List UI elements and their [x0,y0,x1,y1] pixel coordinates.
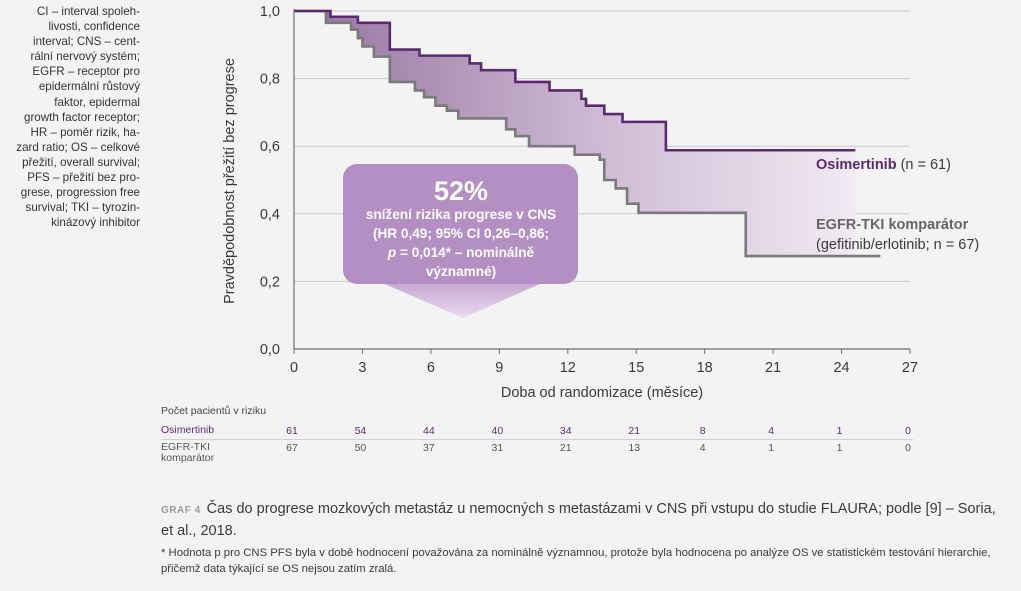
gap-area [294,11,856,257]
risk-value: 8 [699,425,706,437]
risk-value: 1 [836,442,843,454]
bubble-box [343,164,578,284]
risk-value: 61 [286,425,298,437]
x-tick-label: 0 [290,360,298,376]
x-tick-label: 21 [765,360,781,376]
risk-table-divider [161,439,913,440]
x-tick-label: 18 [697,360,713,376]
caption-text: Čas do progrese mozkových metastáz u nem… [161,501,996,539]
x-tick-label: 27 [902,360,918,376]
risk-value: 50 [354,442,367,454]
risk-value: 54 [354,425,367,437]
risk-value: 21 [559,442,572,454]
y-tick-label: 0,6 [260,139,280,155]
x-tick-label: 6 [427,360,435,376]
abbreviations-legend: CI – interval spoleh- livosti, confidenc… [16,5,140,230]
risk-value: 0 [905,442,911,454]
risk-value: 13 [628,442,641,454]
risk-value: 67 [286,442,298,454]
footnote: * Hodnota p pro CNS PFS byla v době hodn… [161,547,991,575]
series-n-osimertinib: (n = 61) [901,157,951,173]
risk-value: 1 [836,425,843,437]
bubble-text-line: (HR 0,49; 95% CI 0,26–0,86; [373,226,549,241]
bubble-text: snížení rizika progrese v CNS (HR 0,49; 9… [366,207,556,241]
series-line-osimertinib [294,9,856,152]
caption-label: GRAF 4 [161,505,201,516]
series-line-egfr-tki [294,9,881,258]
series-name-egfr: EGFR-TKI komparátor [816,217,969,233]
series-label-osimertinib: Osimertinib (n = 61) [816,157,951,173]
bubble-text-line: snížení rizika progrese v CNS [366,207,556,222]
risk-value: 4 [768,425,775,437]
y-tick-label: 0,4 [260,207,280,223]
risk-value: 4 [699,442,706,454]
risk-value: 21 [628,425,641,437]
x-tick-label: 24 [833,360,849,376]
bubble-p-line: p = 0,014* – nominálně [387,245,535,260]
risk-value: 0 [905,425,911,437]
risk-row-label-osimertinib: Osimertinib [161,424,215,436]
risk-value: 44 [423,425,435,437]
bubble-percent: 52% [434,176,488,206]
x-axis-label: Doba od randomizace (měsíce) [501,385,703,401]
risk-value: 31 [491,442,504,454]
risk-value: 40 [491,425,504,437]
y-tick-label: 0,8 [260,72,280,88]
y-tick-label: 0,0 [260,342,280,358]
figure-caption: GRAF 4 Čas do progrese mozkových metastáz… [161,499,1001,541]
risk-value: 37 [423,442,435,454]
x-tick-label: 3 [358,360,366,376]
series-n-egfr: (gefitinib/erlotinib; n = 67) [816,237,979,253]
bubble-last-line: významné) [426,264,496,279]
series-name-osimertinib: Osimertinib [816,157,897,173]
risk-table-title: Počet pacientů v riziku [161,405,267,417]
y-axis-label: Pravděpodobnost přežití bez progrese [222,58,238,304]
y-tick-label: 0,2 [260,274,280,290]
x-tick-label: 9 [495,360,503,376]
risk-row-label-egfr: EGFR-TKI komparátor [161,441,215,464]
bubble-p-symbol: p [387,245,396,260]
km-chart: 0,0 0,2 0,4 0,6 0,8 1,0 0 3 6 9 12 15 18 21 24 27 52% s… [222,4,979,401]
x-tick-label: 15 [628,360,644,376]
risk-value: 1 [768,442,775,454]
hr-annotation-bubble: 52% snížení rizika progrese v CNS (HR 0,4… [343,164,578,318]
bubble-p-value: = 0,014* – nominálně [396,245,534,260]
x-tick-label: 12 [560,360,576,376]
y-tick-label: 1,0 [260,4,280,20]
risk-value: 34 [559,425,572,437]
